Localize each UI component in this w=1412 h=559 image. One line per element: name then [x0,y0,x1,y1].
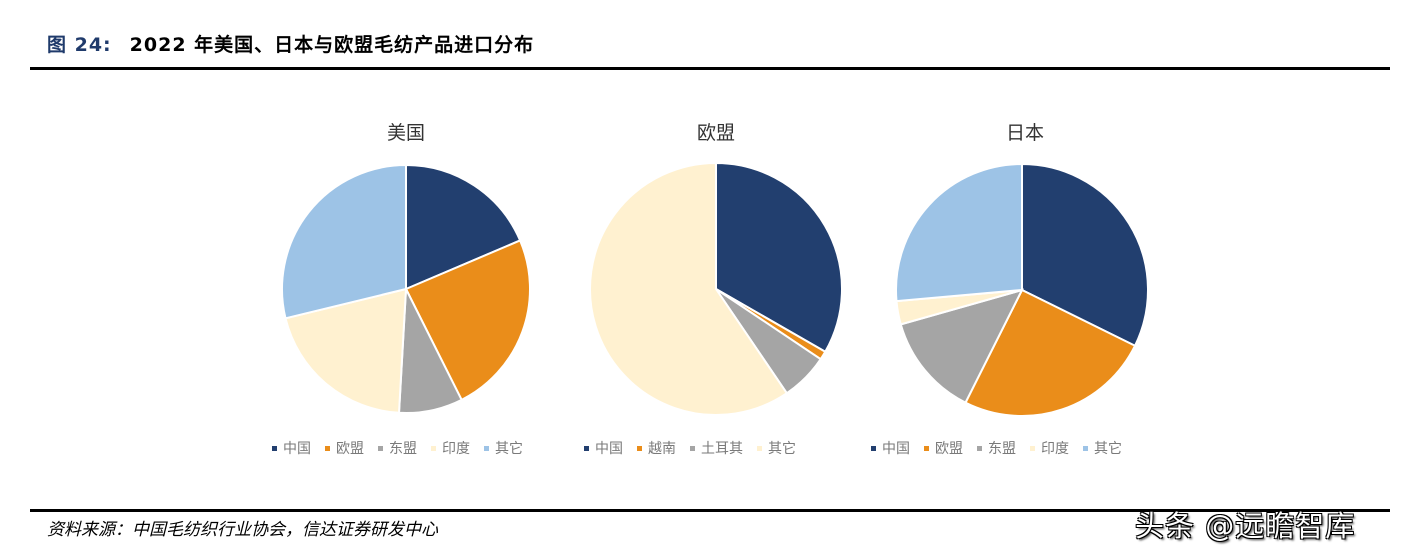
legend-japan: 中国 欧盟 东盟 印度 其它 [871,438,1122,458]
legend-label: 东盟 [988,441,1016,457]
legend-swatch-icon [272,445,277,451]
legend-swatch-icon [637,445,642,451]
pie-slice-欧盟 [404,239,531,402]
legend-swatch-icon [690,445,695,451]
legend-item: 欧盟 [325,438,364,458]
legend-swatch-icon [924,445,929,451]
figure-title: 图 24: 2022 年美国、日本与欧盟毛纺产品进口分布 [47,30,534,57]
legend-label: 其它 [1094,441,1122,457]
source-note: 资料来源：中国毛纺织行业协会，信达证券研发中心 [47,520,438,540]
legend-us: 中国 欧盟 东盟 印度 其它 [272,438,523,458]
legend-label: 越南 [648,441,676,457]
pie-chart-japan [895,162,1149,417]
pie-slice-中国 [1021,162,1149,348]
legend-swatch-icon [431,445,436,451]
legend-item: 中国 [871,438,910,458]
legend-item: 中国 [272,438,311,458]
legend-swatch-icon [977,445,982,451]
legend-label: 东盟 [389,441,417,457]
legend-swatch-icon [1030,445,1035,451]
pie-chart-us [281,163,531,414]
pie-slice-中国 [405,163,522,291]
legend-item: 欧盟 [924,438,963,458]
legend-item: 其它 [484,438,523,458]
legend-item: 印度 [1030,438,1069,458]
legend-item: 土耳其 [690,438,743,458]
legend-label: 欧盟 [336,441,364,457]
pie-slice-其它 [281,163,407,320]
pie-slice-其它 [895,162,1023,303]
legend-swatch-icon [1083,445,1088,451]
legend-swatch-icon [757,445,762,451]
pie-slice-印度 [284,287,408,414]
legend-item: 其它 [757,438,796,458]
legend-item: 东盟 [378,438,417,458]
legend-item: 其它 [1083,438,1122,458]
legend-label: 其它 [495,441,523,457]
legend-eu: 中国 越南 土耳其 其它 [584,438,796,458]
legend-swatch-icon [484,445,489,451]
watermark: 头条 @远瞻智库 [1135,509,1356,543]
legend-label: 土耳其 [701,441,743,457]
legend-swatch-icon [378,445,383,451]
legend-item: 印度 [431,438,470,458]
legend-item: 东盟 [977,438,1016,458]
legend-label: 印度 [1041,441,1069,457]
legend-label: 中国 [283,441,311,457]
top-rule-divider [30,67,1390,70]
legend-label: 欧盟 [935,441,963,457]
legend-label: 中国 [882,441,910,457]
legend-item: 中国 [584,438,623,458]
pie-title-us: 美国 [386,122,426,144]
pie-slice-中国 [715,161,843,354]
pie-title-eu: 欧盟 [696,122,736,144]
pie-slice-欧盟 [964,288,1137,417]
pie-slice-东盟 [899,288,1024,404]
figure-number: 图 24: [47,34,112,56]
legend-swatch-icon [325,445,330,451]
legend-label: 其它 [768,441,796,457]
pie-title-japan: 日本 [1005,122,1045,144]
bottom-rule-divider [30,509,1390,512]
legend-swatch-icon [871,445,876,451]
legend-swatch-icon [584,445,589,451]
legend-label: 印度 [442,441,470,457]
figure-title-text: 2022 年美国、日本与欧盟毛纺产品进口分布 [129,34,535,56]
legend-item: 越南 [637,438,676,458]
legend-label: 中国 [595,441,623,457]
pie-chart-eu [589,161,843,416]
pie-slice-其它 [589,161,789,416]
